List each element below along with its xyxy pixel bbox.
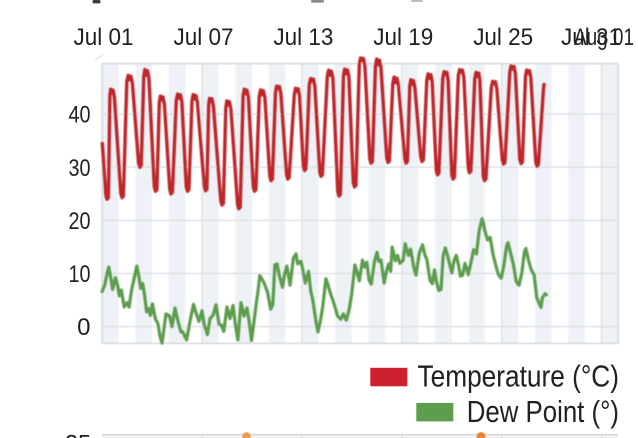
svg-text:Jul 19: Jul 19	[373, 24, 433, 51]
svg-text:40: 40	[69, 102, 91, 129]
svg-text:Jul 01: Jul 01	[74, 24, 134, 51]
svg-text:Jul 07: Jul 07	[174, 24, 234, 51]
svg-text:25: 25	[65, 431, 91, 438]
svg-text:Dew Point (°): Dew Point (°)	[467, 395, 619, 429]
svg-text:Jul 13: Jul 13	[273, 24, 333, 51]
svg-text:Temperature (°C): Temperature (°C)	[418, 360, 620, 394]
svg-text:Jul 25: Jul 25	[473, 24, 533, 51]
svg-text:30: 30	[69, 155, 91, 182]
svg-text:Jul 31: Jul 31	[561, 24, 621, 51]
svg-text:Aug 01: Aug 01	[574, 24, 634, 51]
svg-text:20: 20	[69, 208, 91, 235]
svg-text:0: 0	[77, 314, 90, 341]
svg-text:10: 10	[69, 261, 91, 288]
